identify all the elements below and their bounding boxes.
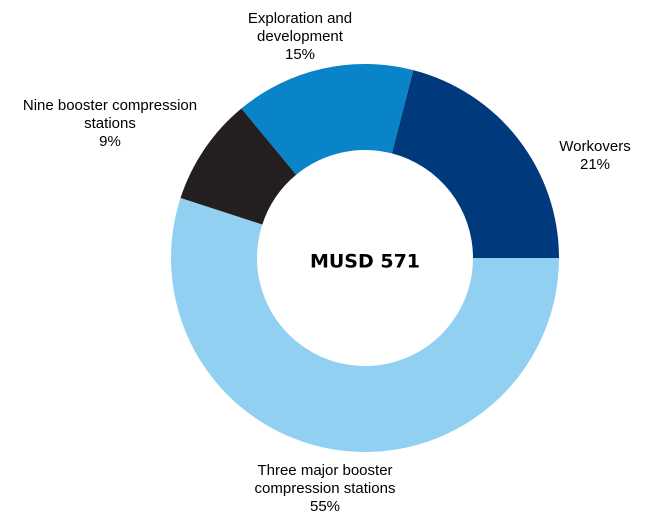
segment-label: Three major booster compression stations [254, 462, 396, 497]
segment-label: Workovers [559, 138, 631, 155]
segment-label: Exploration and development [247, 10, 353, 45]
donut-segment [391, 70, 559, 258]
segment-value-label: 55% [309, 498, 341, 515]
center-label: MUSD 571 [310, 251, 420, 273]
segment-value-label: 9% [99, 133, 121, 150]
segment-label: Nine booster compression stations [22, 97, 198, 132]
segment-value-label: 15% [284, 46, 316, 63]
donut-segment [180, 108, 297, 225]
donut-segment [170, 198, 559, 453]
donut-segment [241, 64, 414, 175]
segment-value-label: 21% [579, 156, 611, 173]
